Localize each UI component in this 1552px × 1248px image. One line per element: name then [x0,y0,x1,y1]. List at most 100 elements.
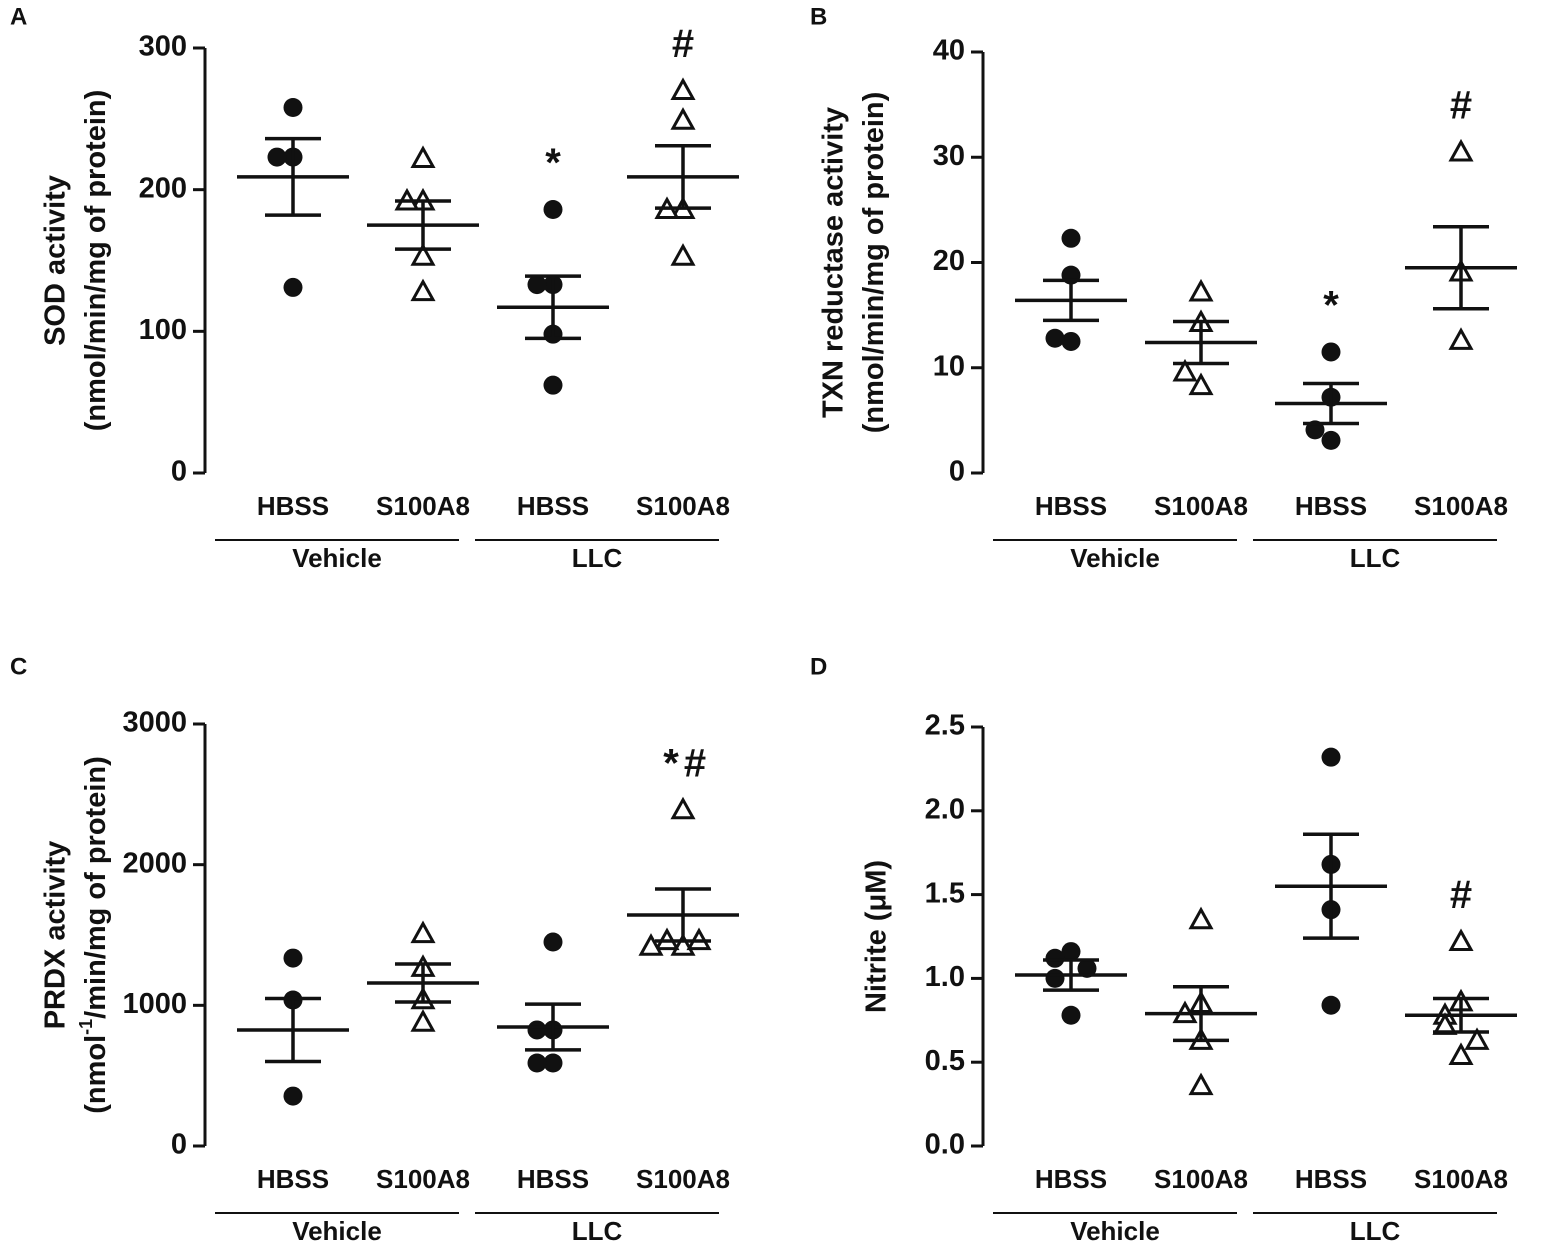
y-axis-label: SOD activity [40,175,72,346]
data-point [1464,1027,1490,1050]
data-point [543,1053,563,1073]
y-axis-label: (nmol-1/min/mg of protein) [76,756,112,1114]
error-bar [655,887,711,943]
error-bar [1433,224,1489,311]
group-label: Vehicle [292,543,382,573]
data-point [543,932,563,952]
x-tick-label: S100A8 [376,1164,470,1194]
data-point [410,1009,436,1032]
panel-label: A [10,3,27,30]
x-tick-label: HBSS [517,491,589,521]
data-point [1321,995,1341,1015]
label-part: (nmol/min/mg of protein) [858,92,890,434]
data-point [543,200,563,219]
group-label: Vehicle [1070,543,1160,573]
group-label: LLC [572,543,623,573]
data-point [1188,372,1214,396]
group-label: LLC [1350,543,1401,573]
y-tick-label: 1000 [122,988,187,1020]
group-label: LLC [1350,1216,1401,1246]
y-tick-label: 2.5 [925,710,965,742]
y-tick-label: 100 [139,314,187,346]
x-tick-label: HBSS [1295,1164,1367,1194]
y-tick-label: 1.5 [925,877,965,909]
y-tick-label: 300 [139,31,187,63]
data-point [283,98,303,117]
y-tick-label: 20 [933,245,965,277]
panel-label: C [10,653,27,680]
data-point [1188,906,1214,930]
panel-label: D [810,653,827,680]
data-point [410,278,436,302]
data-point [410,145,436,168]
data-point [670,243,696,266]
significance-mark: # [1450,873,1472,917]
data-point [527,275,547,295]
error-bar [1303,381,1359,426]
data-point [1061,331,1081,351]
significance-mark: * [663,741,679,785]
data-point [1061,228,1081,248]
label-part: /min/mg of protein) [80,756,112,1019]
data-point [527,1020,547,1040]
y-tick-label: 40 [933,35,965,67]
error-bar [1303,832,1359,940]
label-part: (nmol [80,1035,112,1114]
y-axis-label: TXN reductase activity [818,107,850,418]
data-point [1061,942,1081,962]
error-bar [265,996,321,1064]
data-point [1188,278,1214,302]
error-bar [395,199,451,251]
x-tick-label: S100A8 [636,1164,730,1194]
x-tick-label: S100A8 [1414,491,1508,521]
y-tick-label: 2.0 [925,793,965,825]
data-point [1448,1042,1474,1065]
data-point [1188,1072,1214,1096]
data-point [1061,1005,1081,1025]
data-point [1321,342,1341,362]
y-tick-label: 10 [933,350,965,382]
x-tick-label: S100A8 [1154,1164,1248,1194]
significance-mark: # [684,741,706,785]
data-point [527,1053,547,1073]
y-axis-label: PRDX activity [40,841,72,1030]
x-tick-label: HBSS [517,1164,589,1194]
y-axis-label: (nmol/min/mg of protein) [858,92,890,434]
data-point [283,277,303,297]
data-point [267,147,287,167]
x-tick-label: S100A8 [636,491,730,521]
panel-label: B [810,3,827,30]
data-point [283,1086,303,1106]
data-point [670,77,696,100]
x-tick-label: S100A8 [376,491,470,521]
y-axis-label: (nmol/min/mg of protein) [80,90,112,432]
superscript: -1 [76,1019,96,1035]
error-bar [655,144,711,210]
data-point [1045,968,1065,988]
significance-mark: * [545,141,561,185]
x-tick-label: HBSS [257,491,329,521]
data-point [1448,928,1474,952]
data-point [410,920,436,944]
y-tick-label: 0 [171,456,187,488]
error-bar [1043,278,1099,323]
y-axis-label: Nitrite (μM) [861,860,893,1013]
significance-mark: # [672,22,694,66]
y-tick-label: 2000 [122,847,187,879]
y-tick-label: 200 [139,172,187,204]
label-part: (nmol/min/mg of protein) [80,90,112,432]
x-tick-label: HBSS [1035,491,1107,521]
data-point [1321,430,1341,450]
data-point [638,933,664,956]
data-point [1321,747,1341,767]
error-bar [1433,996,1489,1034]
y-tick-label: 0.5 [925,1045,965,1077]
group-label: Vehicle [292,1216,382,1246]
x-tick-label: HBSS [257,1164,329,1194]
data-point [670,796,696,820]
x-tick-label: HBSS [1035,1164,1107,1194]
error-bar [525,1002,581,1052]
data-point [283,948,303,968]
data-point [410,243,436,266]
error-bar [1173,319,1229,366]
